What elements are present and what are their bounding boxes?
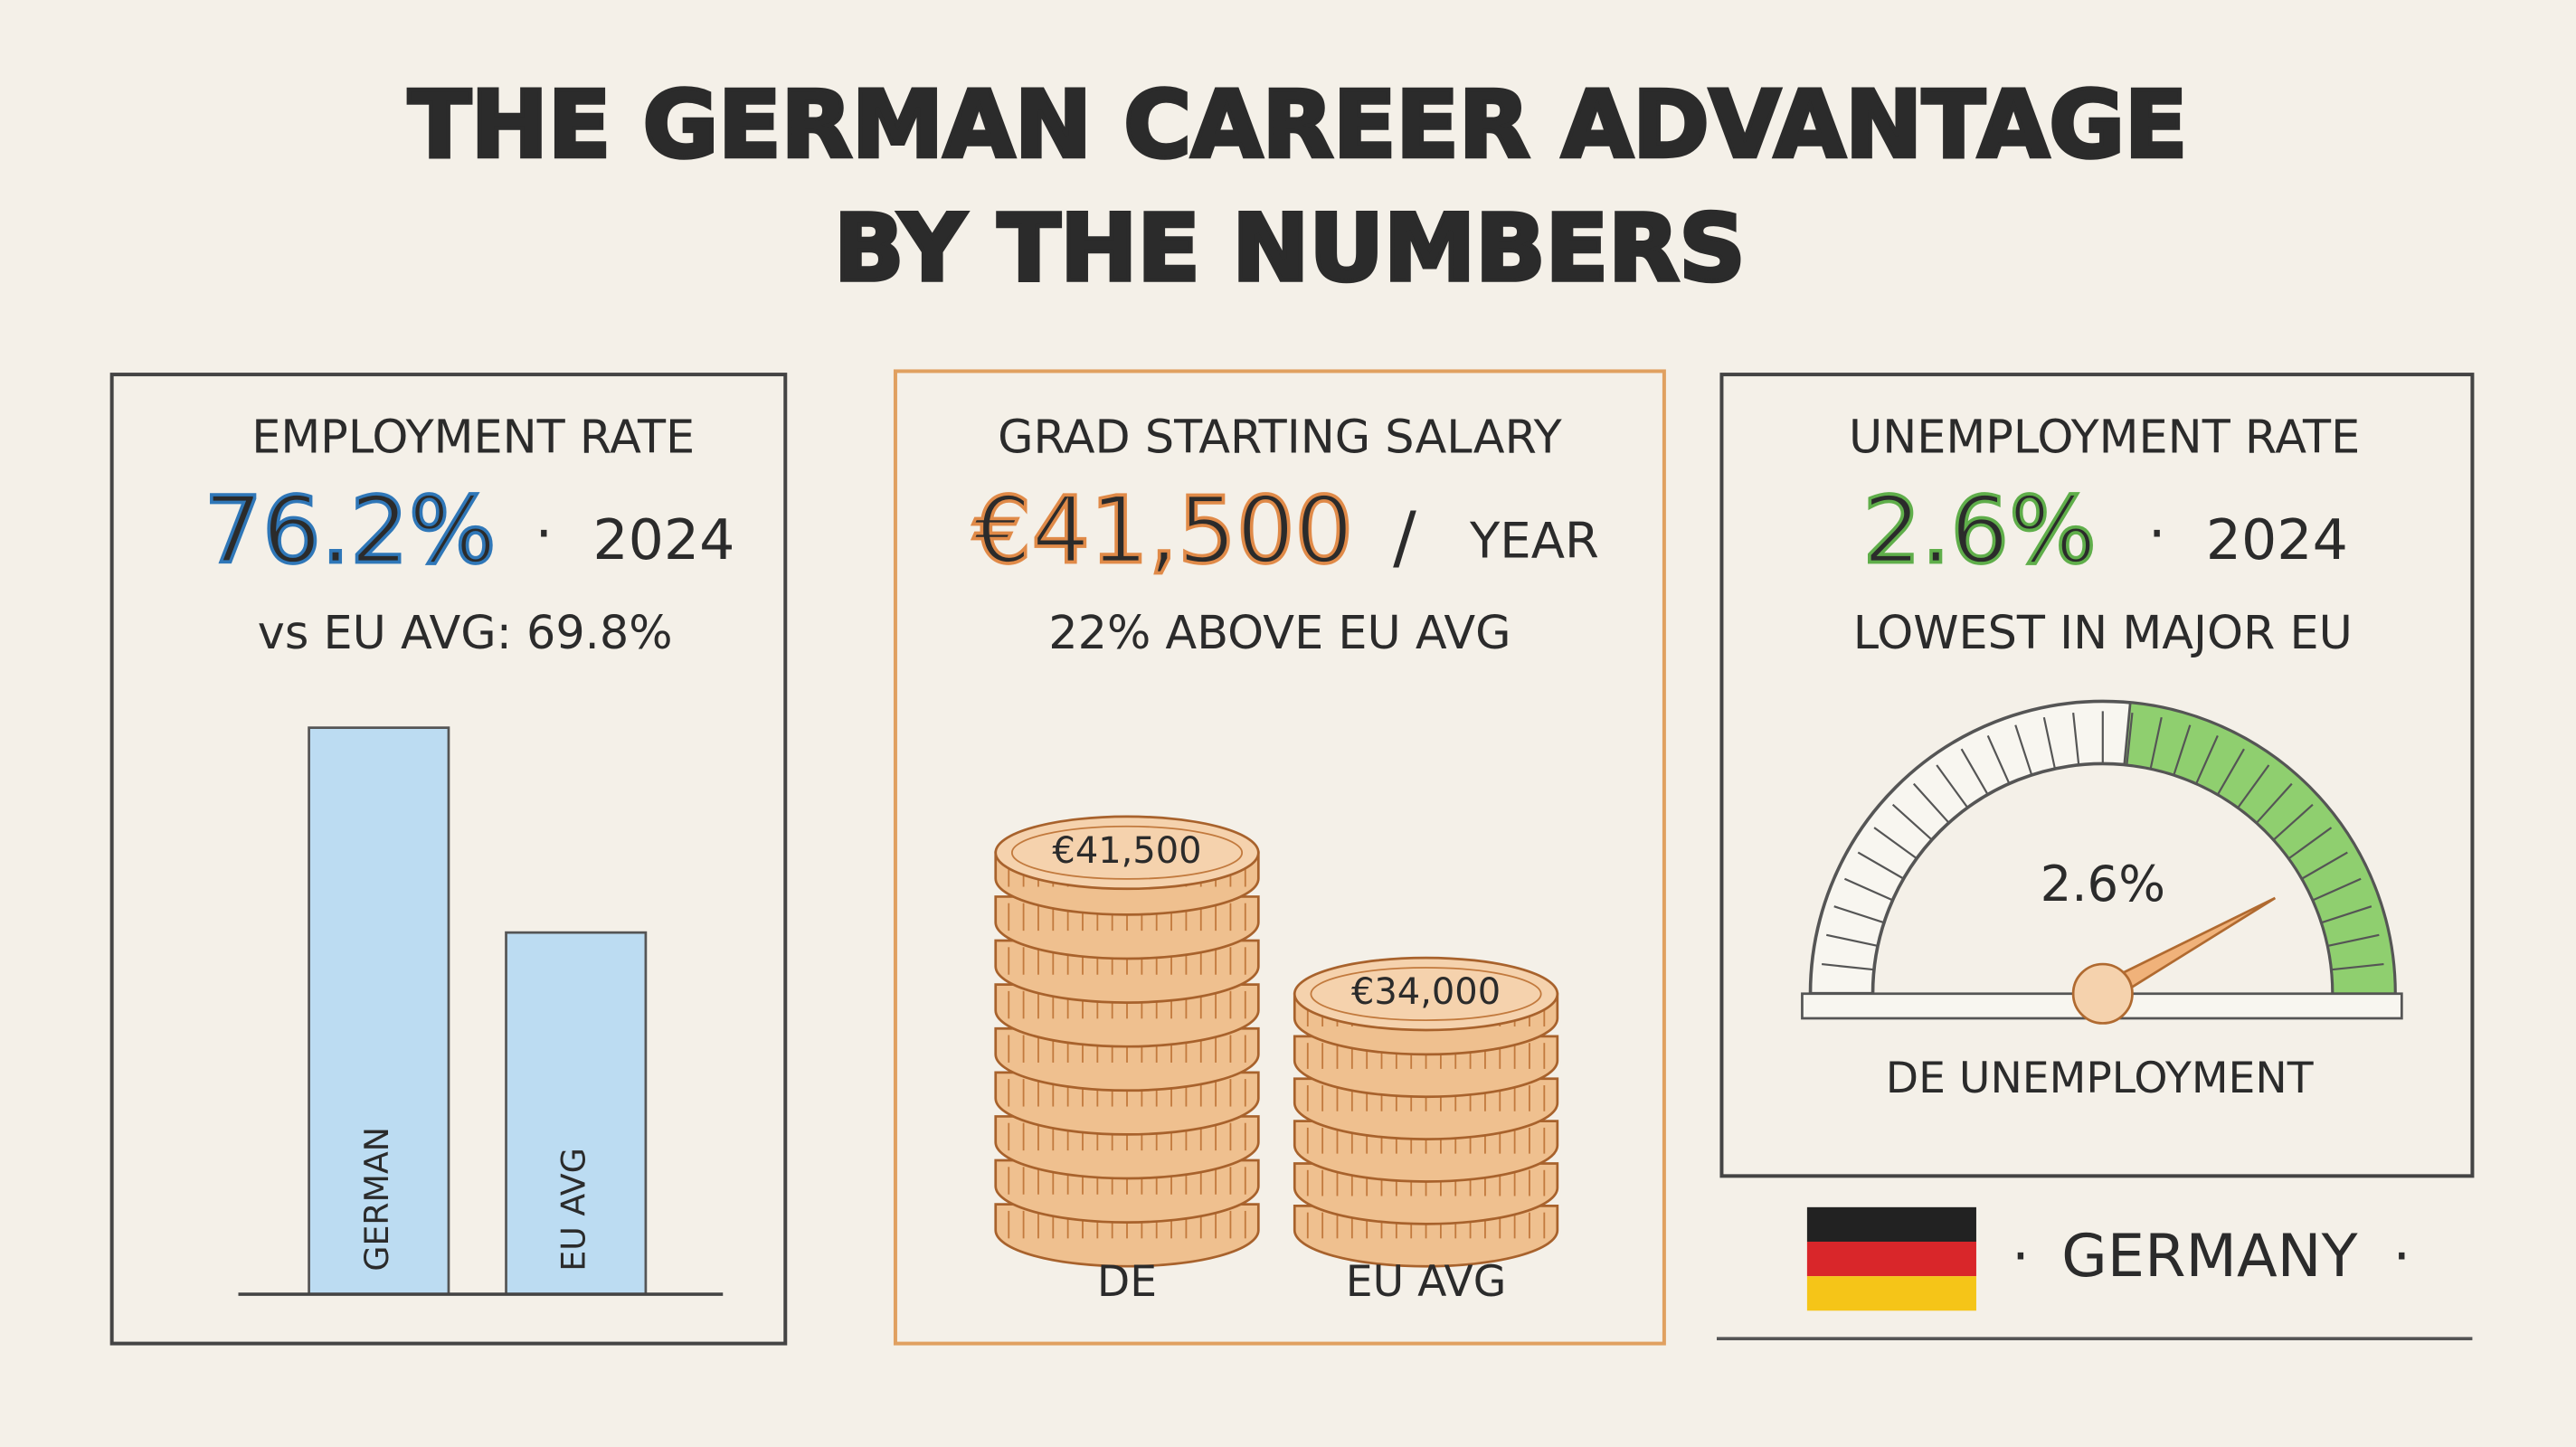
panel-heading: EMPLOYMENT RATE	[251, 411, 695, 464]
coin-top	[994, 815, 1260, 891]
panel-figure: 2.6%	[1862, 478, 2096, 584]
coin-stack	[1293, 956, 1559, 1268]
country-name: GERMANY	[2061, 1222, 2358, 1291]
coin-value-label: €41,500	[1052, 830, 1201, 872]
gauge-tick	[2273, 803, 2314, 841]
coin-stack	[994, 815, 1260, 1268]
panel-note: LOWEST IN MAJOR EU	[1853, 606, 2353, 659]
coin-top	[1293, 956, 1559, 1032]
gauge-tick	[2287, 827, 2333, 860]
gauge-tick	[1873, 827, 1918, 860]
gauge-tick	[2014, 724, 2033, 776]
gauge-tick	[1912, 782, 1950, 824]
coin-category: EU AVG	[1346, 1257, 1507, 1307]
panel-frame	[1719, 373, 2475, 1178]
separator: ·	[2393, 1224, 2411, 1289]
gauge-tick	[1891, 803, 1933, 841]
coin-rim	[1010, 825, 1244, 880]
gauge-tick	[2256, 782, 2293, 824]
title-line: THE GERMAN CAREER ADVANTAGE	[408, 71, 2187, 178]
bar	[505, 931, 648, 1296]
gauge-value-label: 2.6%	[2041, 855, 2165, 913]
gauge-tick	[2173, 724, 2192, 776]
gauge-tick	[1936, 764, 1969, 809]
panel-heading: GRAD STARTING SALARY	[998, 411, 1563, 464]
gauge-tick	[2042, 716, 2056, 770]
separator: ·	[2148, 501, 2166, 566]
gauge-tick	[2321, 905, 2372, 924]
gauge-tick	[2149, 716, 2163, 770]
gauge-tick	[2327, 933, 2380, 947]
gauge-tick	[1843, 877, 1893, 902]
panel-year: 2024	[592, 507, 734, 572]
separator: ·	[535, 501, 553, 566]
gauge-hub	[2071, 962, 2134, 1025]
panel-year: 2024	[2206, 507, 2348, 572]
panel-heading: UNEMPLOYMENT RATE	[1849, 411, 2360, 464]
panel-note: vs EU AVG: 69.8%	[258, 606, 673, 659]
bar	[308, 726, 450, 1296]
panel-frame	[109, 373, 788, 1346]
gauge-tick	[2195, 734, 2219, 784]
gauge-tick	[1857, 851, 1905, 880]
bar-label: EU AVG	[554, 1148, 593, 1272]
panel-note: 22% ABOVE EU AVG	[1048, 606, 1511, 659]
gauge-tick	[1822, 963, 1875, 971]
bar-label: GERMAN	[357, 1127, 396, 1272]
gauge-tick	[1826, 933, 1879, 947]
separator: ·	[2012, 1224, 2030, 1289]
gauge-tick	[2301, 851, 2348, 880]
gauge-tick	[1833, 905, 1885, 924]
flag-stripe	[1806, 1206, 1976, 1242]
gauge-tick	[2331, 963, 2384, 971]
gauge-tick	[2216, 748, 2245, 796]
coin-rim	[1310, 967, 1542, 1022]
gauge-tick	[2126, 712, 2134, 766]
flag-stripe	[1806, 1276, 1976, 1311]
gauge-tick	[1986, 734, 2011, 784]
coin-value-label: €34,000	[1351, 971, 1501, 1013]
gauge-tick	[2072, 712, 2080, 766]
title-line: BY THE NUMBERS	[834, 194, 1746, 301]
panel-figure: €41,500	[973, 478, 1354, 584]
gauge-tick	[1960, 748, 1989, 796]
panel-frame	[893, 369, 1666, 1346]
panel-unit: YEAR	[1469, 511, 1599, 569]
coin-category: DE	[1097, 1257, 1157, 1307]
separator: /	[1393, 497, 1416, 577]
gauge-title: DE UNEMPLOYMENT	[1886, 1054, 2314, 1103]
panel-figure: 76.2%	[204, 478, 496, 584]
gauge-tick	[2237, 764, 2270, 809]
flag-stripe	[1806, 1241, 1976, 1277]
gauge-tick	[2312, 877, 2362, 902]
